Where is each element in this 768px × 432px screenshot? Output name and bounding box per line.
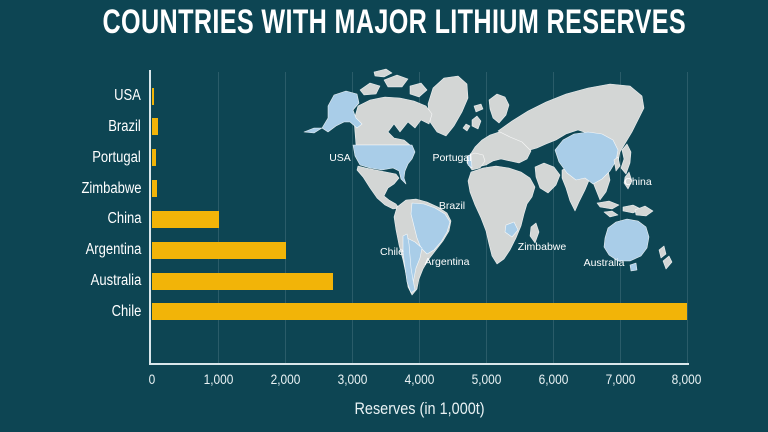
x-tick-5000: 5,000 [471,371,502,387]
bar-china [152,210,219,228]
row-label-china: China [106,210,141,228]
map-label-usa: USA [329,152,351,164]
map-label-chile: Chile [380,246,404,258]
map-country-madagascar [529,222,540,244]
map-label-zimbabwe: Zimbabwe [518,241,567,253]
map-country-portugal [466,154,473,169]
gridline-3000 [352,72,354,363]
world-map: USA Portugal China Brazil Zimbabwe Chile Argen… [303,68,673,296]
gridline-6000 [552,72,554,363]
map-country-ireland [462,123,471,132]
map-country-uk [471,115,482,130]
map-country-zimbabwe [504,221,519,238]
map-country-tasmania [629,262,638,272]
x-tick-6000: 6,000 [538,371,569,387]
map-label-brazil: Brazil [439,200,465,212]
bar-australia [152,272,333,290]
bar-argentina [152,241,286,259]
gridline-2000 [285,72,287,363]
map-label-china: China [624,176,652,188]
map-label-australia: Australia [584,257,625,269]
x-tick-2000: 2,000 [270,371,301,387]
row-label-zimbabwe: Zimbabwe [80,179,141,197]
row-label-chile: Chile [111,302,141,320]
map-continent-europe [469,131,532,168]
row-label-australia: Australia [90,272,141,290]
map-country-mexico [356,165,400,210]
map-region-scandinavia [488,93,510,124]
gridline-1000 [218,72,220,363]
map-continent-africa [467,165,536,265]
map-country-brazil [410,202,451,255]
x-tick-1000: 1,000 [203,371,234,387]
map-country-new-zealand [662,255,673,270]
x-tick-3000: 3,000 [337,371,368,387]
row-label-usa: USA [114,87,141,104]
x-tick-7000: 7,000 [605,371,636,387]
map-label-argentina: Argentina [425,256,470,268]
map-country-australia [603,218,650,262]
map-country-canada [353,96,433,146]
map-country-usa-alaska [321,90,363,133]
map-country-arctic-islands [359,82,381,96]
chart-title: COUNTRIES WITH MAJOR LITHIUM RESERVES [102,3,687,41]
map-country-japan [620,143,632,175]
map-country-chile [402,233,416,294]
bar-portugal [152,149,156,167]
x-axis-line [149,363,689,365]
row-label-brazil: Brazil [108,117,141,135]
x-tick-4000: 4,000 [404,371,435,387]
x-axis-caption-wrap: Reserves (in 1,000t) [152,399,687,419]
bar-zimbabwe [152,180,157,198]
x-tick-8000: 8,000 [672,371,702,387]
x-tick-0: 0 [148,371,156,387]
row-label-portugal: Portugal [92,148,141,166]
map-country-philippines [623,171,633,190]
map-country-greenland [427,75,469,137]
bar-chile [152,303,687,321]
map-labels: USA Portugal China Brazil Zimbabwe Chile Argen… [329,152,652,269]
map-region-middle-east [534,162,561,194]
map-label-portugal: Portugal [432,152,471,164]
map-country-indonesia [603,210,619,218]
map-country-arctic-islands [383,74,409,88]
map-country-papua-new-guinea [634,205,654,217]
gridline-8000 [686,72,688,363]
map-country-korea [613,156,621,172]
map-country-china [554,131,619,185]
map-country-iceland [473,103,484,113]
y-axis-line [149,70,151,365]
bar-usa [152,87,155,105]
bar-brazil [152,118,159,136]
row-label-argentina: Argentina [85,241,141,259]
map-country-usa [352,144,416,185]
title-bar: COUNTRIES WITH MAJOR LITHIUM RESERVES [0,2,768,42]
map-country-usa-aleutians [303,127,323,134]
x-axis-label: Reserves (in 1,000t) [354,399,485,418]
map-country-arctic-islands [373,68,393,78]
gridline-7000 [619,72,621,363]
map-country-arctic-islands [409,82,428,98]
map-country-new-zealand [658,245,667,259]
map-landmasses [303,68,673,296]
map-country-indonesia [596,200,620,210]
